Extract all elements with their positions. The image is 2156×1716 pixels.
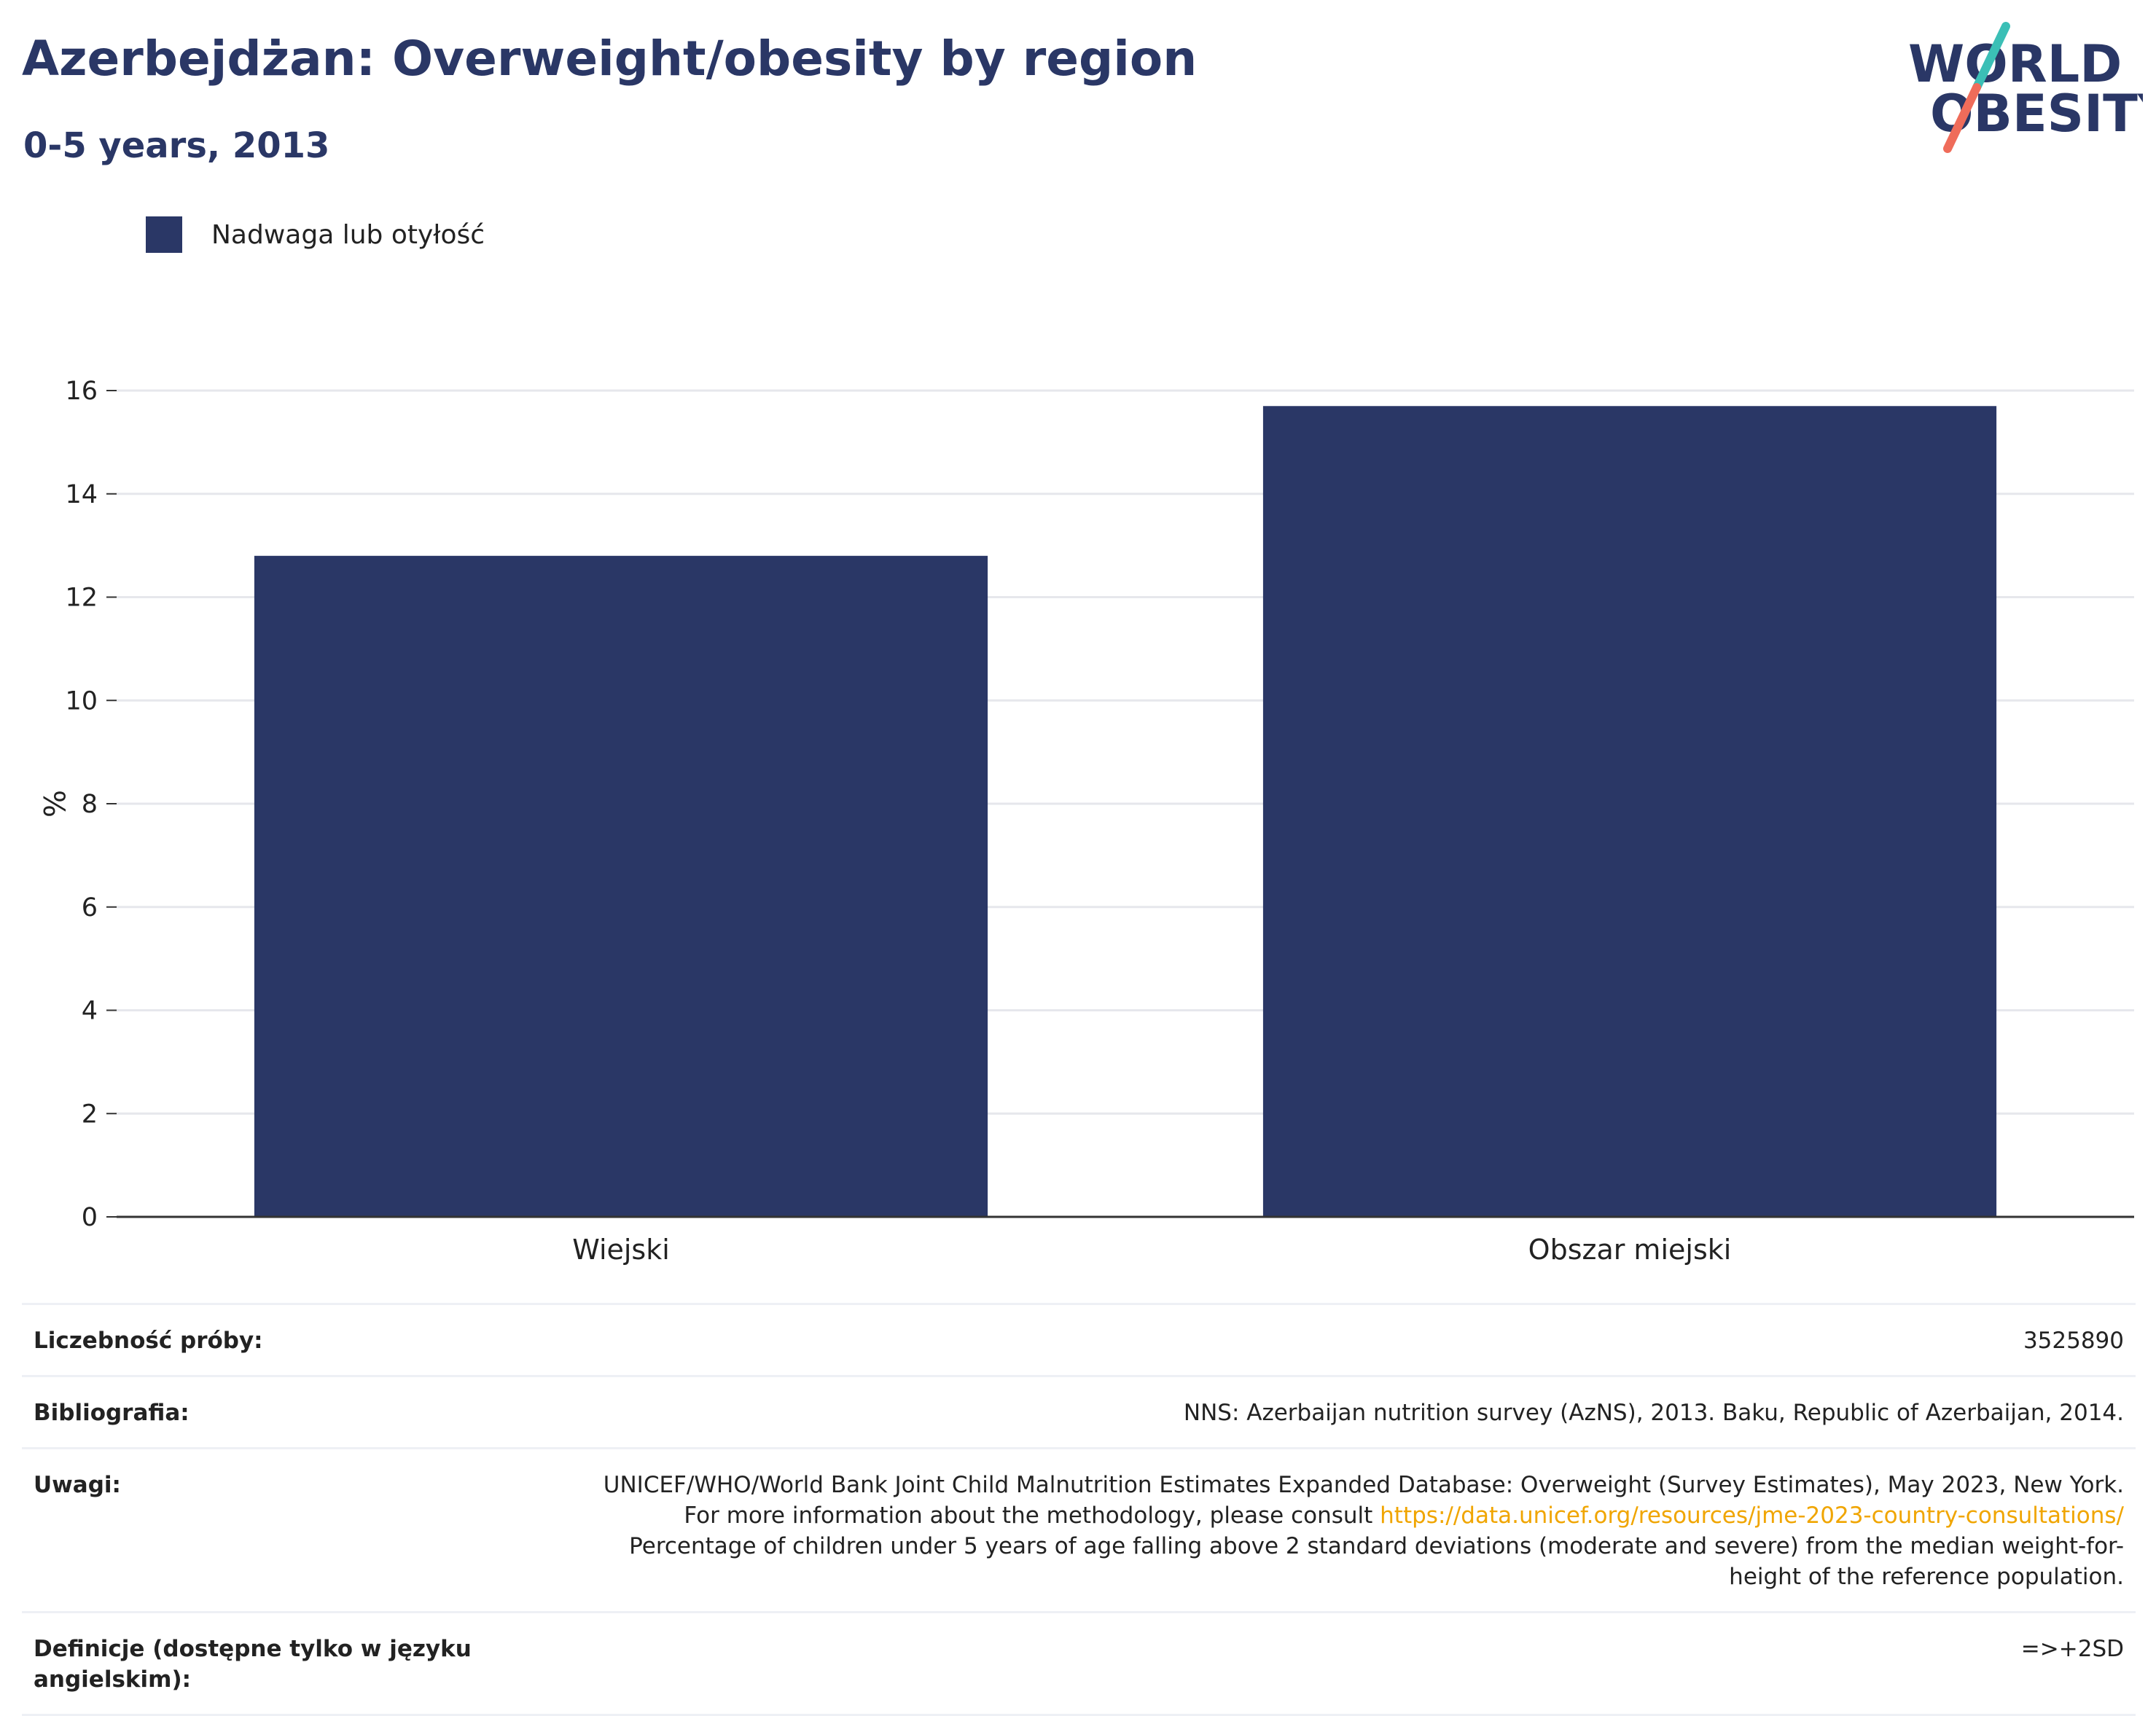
chart-subtitle: 0-5 years, 2013 <box>23 125 330 166</box>
bibliography-label: Bibliografia: <box>34 1400 190 1426</box>
chart-title: Azerbejdżan: Overweight/obesity by regio… <box>22 31 1198 87</box>
sample-size-label: Liczebność próby: <box>34 1328 263 1354</box>
definitions-value: =>+2SD <box>2020 1636 2124 1662</box>
bibliography-row: Bibliografia: NNS: Azerbaijan nutrition … <box>22 1375 2136 1447</box>
y-tick-label: 6 <box>82 893 98 922</box>
bar-chart: 0 2 4 6 8 10 12 14 16 Wiejski Obszar miejski% <box>36 377 2134 1266</box>
y-tick-label: 16 <box>65 377 98 406</box>
y-tick-label: 2 <box>82 1100 98 1129</box>
notes-link[interactable]: https://data.unicef.org/resources/jme-20… <box>1380 1503 2124 1529</box>
notes-text-2: Percentage of children under 5 years of … <box>629 1533 2124 1590</box>
world-obesity-logo: WORLD OBESITY <box>1908 22 2143 153</box>
legend-label: Nadwaga lub otyłość <box>211 219 485 250</box>
y-tick-label: 14 <box>65 480 98 509</box>
logo-slash-bottom <box>1943 83 1981 153</box>
y-axis-label: % <box>36 790 70 818</box>
notes-row: Uwagi: UNICEF/WHO/World Bank Joint Child… <box>22 1447 2136 1611</box>
notes-label: Uwagi: <box>34 1472 121 1498</box>
notes-text-1: UNICEF/WHO/World Bank Joint Child Malnut… <box>603 1472 2124 1529</box>
x-tick-label: Obszar miejski <box>1528 1234 1732 1266</box>
sample-size-row: Liczebność próby: 3525890 <box>22 1303 2136 1375</box>
notes-value: UNICEF/WHO/World Bank Joint Child Malnut… <box>593 1470 2124 1592</box>
bibliography-value: NNS: Azerbaijan nutrition survey (AzNS),… <box>1183 1400 2124 1426</box>
logo-line1: WORLD <box>1908 34 2122 94</box>
legend-swatch <box>146 216 182 253</box>
y-tick-label: 0 <box>82 1203 98 1232</box>
bar <box>1262 406 1997 1218</box>
definitions-row: Definicje (dostępne tylko w języku angie… <box>22 1611 2136 1716</box>
logo-slash-top <box>1972 22 2010 92</box>
sample-size-value: 3525890 <box>2023 1328 2124 1354</box>
bar <box>254 555 988 1217</box>
legend: Nadwaga lub otyłość <box>146 216 485 254</box>
definitions-label: Definicje (dostępne tylko w języku angie… <box>34 1636 472 1693</box>
y-tick-label: 4 <box>82 997 98 1026</box>
info-table: Liczebność próby: 3525890 Bibliografia: … <box>22 1303 2136 1716</box>
y-tick-label: 10 <box>65 686 98 716</box>
y-tick-label: 12 <box>65 584 98 613</box>
x-tick-label: Wiejski <box>572 1234 670 1266</box>
y-tick-label: 8 <box>82 790 98 819</box>
